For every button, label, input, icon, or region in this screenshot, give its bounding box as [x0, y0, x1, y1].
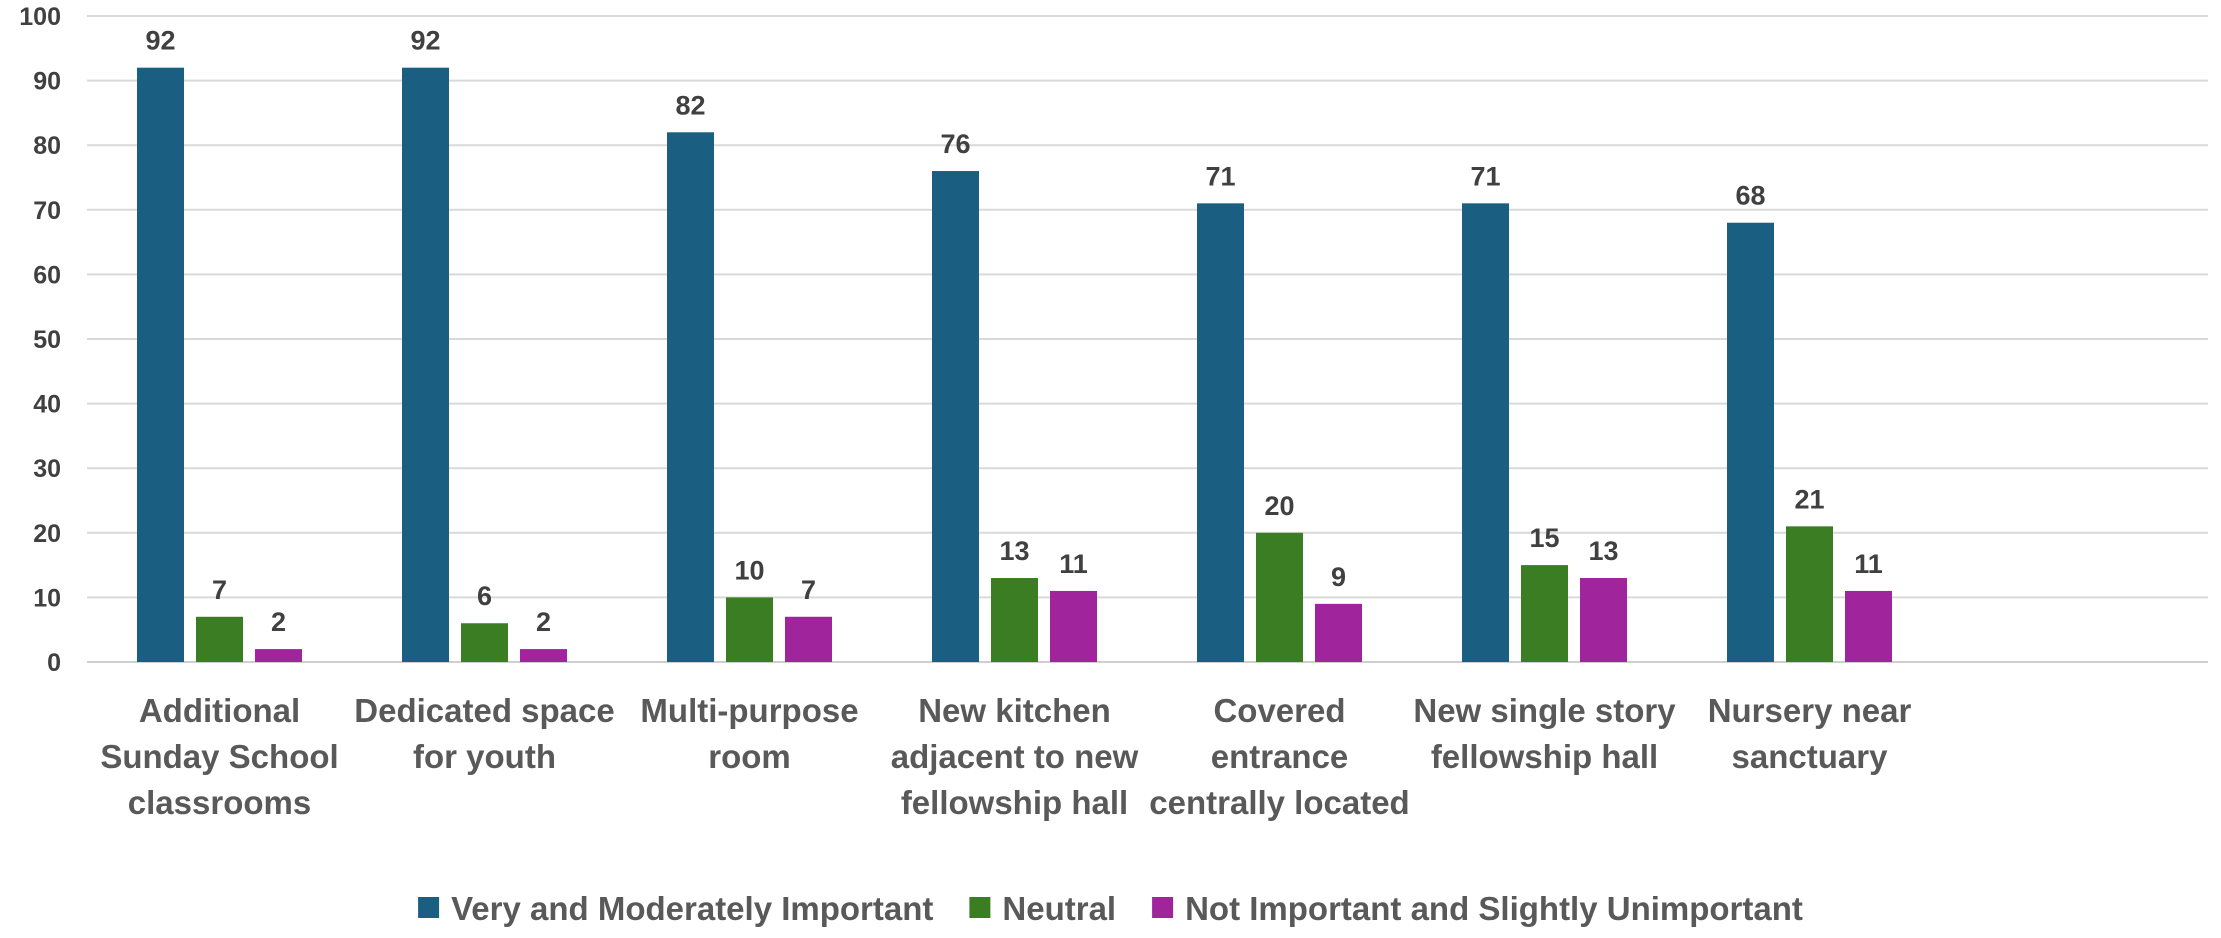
bar — [726, 597, 773, 662]
bar — [1845, 590, 1892, 662]
bar — [1256, 532, 1303, 662]
bar — [461, 623, 508, 662]
y-tick-label: 90 — [33, 68, 61, 96]
bar — [991, 578, 1038, 662]
data-label: 13 — [999, 536, 1029, 566]
bar — [137, 67, 184, 663]
data-label: 9 — [1331, 562, 1346, 592]
data-label: 11 — [1854, 549, 1883, 579]
bar — [402, 67, 449, 663]
data-label: 15 — [1529, 523, 1559, 553]
data-label: 2 — [271, 607, 286, 637]
x-tick-label: New single story fellowship hall — [1413, 692, 1676, 775]
legend-label: Very and Moderately Important — [451, 890, 933, 927]
data-label: 92 — [410, 26, 440, 56]
data-label: 13 — [1588, 536, 1618, 566]
y-axis: 0 10 20 30 40 50 60 70 80 90 100 — [19, 3, 61, 677]
y-tick-label: 20 — [33, 520, 61, 548]
data-labels: 92 7 2 92 6 2 82 10 7 76 13 11 71 20 9 71 15 13 68 21 11 — [145, 26, 1882, 637]
bar — [255, 649, 302, 662]
y-tick-label: 60 — [33, 261, 61, 289]
x-tick-label: Dedicated space for youth — [354, 692, 614, 775]
y-tick-label: 50 — [33, 326, 61, 354]
data-label: 82 — [675, 90, 705, 120]
bar — [1050, 590, 1097, 662]
data-label: 6 — [477, 581, 492, 611]
bar — [1315, 603, 1362, 662]
data-label: 71 — [1205, 161, 1235, 191]
bar — [1580, 578, 1627, 662]
legend-swatch — [1152, 897, 1174, 918]
bar — [1197, 203, 1244, 662]
data-label: 7 — [801, 575, 816, 605]
legend: Very and Moderately Important Neutral Not … — [418, 890, 1803, 927]
y-tick-label: 80 — [33, 132, 61, 160]
y-tick-label: 30 — [33, 455, 61, 483]
data-label: 2 — [536, 607, 551, 637]
bar — [1521, 565, 1568, 662]
x-tick-label: Multi-purpose room — [640, 692, 858, 775]
legend-swatch — [969, 897, 991, 918]
bar — [520, 649, 567, 662]
x-tick-label: Nursery near sanctuary — [1708, 692, 1912, 775]
data-label: 11 — [1059, 549, 1088, 579]
data-label: 20 — [1264, 491, 1294, 521]
data-label: 92 — [145, 26, 175, 56]
legend-label: Neutral — [1002, 890, 1116, 927]
x-tick-label: Covered entrance centrally located — [1149, 692, 1409, 821]
bar — [1786, 526, 1833, 662]
bars — [137, 67, 1892, 663]
x-tick-label: Additional Sunday School classrooms — [100, 692, 338, 821]
data-label: 76 — [940, 129, 970, 159]
legend-swatch — [418, 897, 440, 918]
y-tick-label: 0 — [47, 649, 61, 677]
bar — [196, 616, 243, 662]
bar — [1462, 203, 1509, 662]
legend-label: Not Important and Slightly Unimportant — [1185, 890, 1803, 927]
data-label: 71 — [1470, 161, 1500, 191]
y-tick-label: 70 — [33, 197, 61, 225]
bar — [932, 171, 979, 663]
bar — [785, 616, 832, 662]
bar — [667, 132, 714, 662]
data-label: 21 — [1794, 484, 1824, 514]
y-tick-label: 40 — [33, 391, 61, 419]
x-axis: Additional Sunday School classroomsDedicat… — [100, 692, 1911, 821]
data-label: 7 — [212, 575, 227, 605]
bar — [1727, 222, 1774, 662]
data-label: 68 — [1735, 181, 1765, 211]
x-tick-label: New kitchen adjacent to new fellowship hal… — [891, 692, 1139, 821]
data-label: 10 — [734, 555, 764, 585]
y-tick-label: 100 — [19, 3, 61, 31]
y-tick-label: 10 — [33, 584, 61, 612]
